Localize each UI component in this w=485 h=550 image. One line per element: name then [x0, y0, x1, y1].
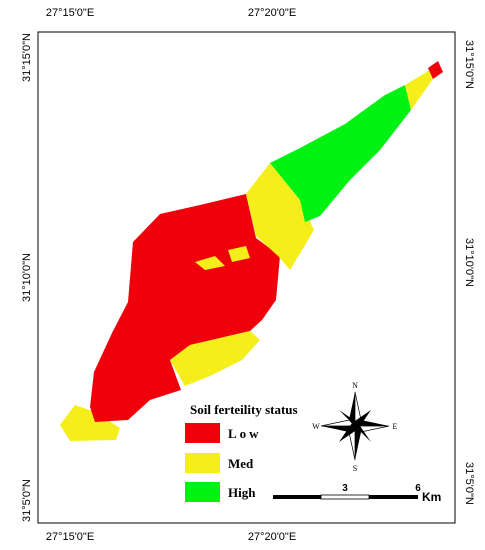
coord-label: 31°5'0"N [21, 479, 33, 522]
coord-label: 31°15'0"N [21, 33, 33, 82]
region-med [405, 70, 433, 110]
region-med [195, 256, 225, 270]
coord-label: 27°15'0"E [46, 531, 94, 543]
regions [60, 61, 443, 441]
coord-label: 31°15'0"N [463, 40, 475, 89]
scale-label: 6 [415, 483, 421, 494]
region-med [228, 246, 250, 262]
scale-label: 3 [342, 483, 348, 494]
coord-label: 31°5'0"N [463, 462, 475, 505]
scale-unit: Km [422, 490, 441, 504]
coord-label: 27°20'0"E [248, 7, 296, 19]
compass-label: N [352, 381, 358, 390]
coord-label: 27°15'0"E [46, 7, 94, 19]
region-med [60, 405, 120, 441]
region-med [246, 163, 314, 270]
legend-swatch [185, 453, 220, 473]
legend-swatch [185, 482, 220, 502]
region-low [428, 61, 443, 79]
legend-title: Soil ferteility status [190, 402, 298, 417]
scale-bar: 3 6 Km [273, 483, 441, 504]
legend-label: Low [228, 426, 262, 441]
region-high [270, 85, 411, 222]
coord-label: 31°10'0"N [463, 238, 475, 287]
compass-label: W [312, 422, 320, 431]
coord-label: 31°10'0"N [21, 253, 33, 302]
legend-label: Med [228, 456, 254, 471]
legend-label: High [228, 485, 256, 500]
region-med [170, 331, 260, 386]
legend-swatch [185, 423, 220, 443]
compass-label: S [353, 464, 357, 473]
coord-label: 27°20'0"E [248, 531, 296, 543]
compass: N S E W [312, 381, 397, 473]
compass-label: E [393, 422, 398, 431]
